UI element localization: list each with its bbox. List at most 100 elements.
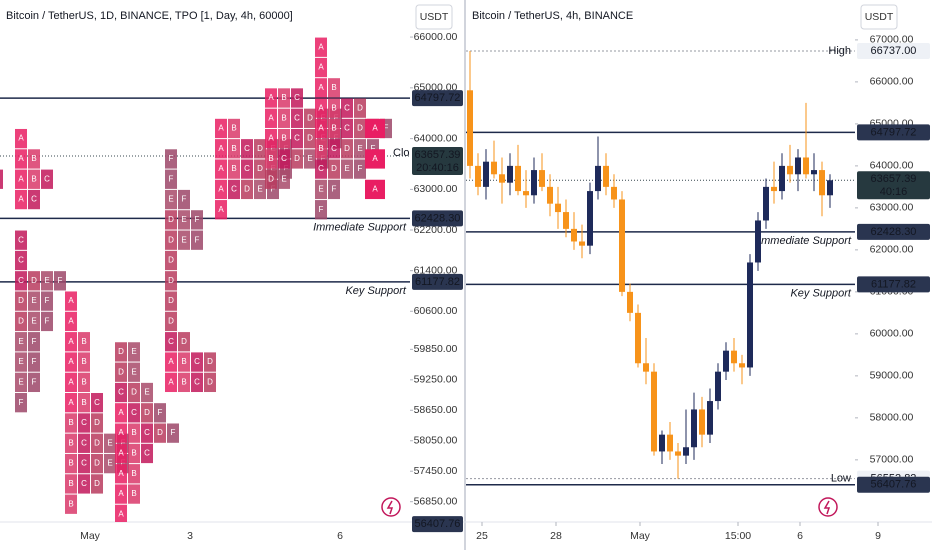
candle-body — [475, 165, 481, 187]
tpo-letter: D — [294, 154, 300, 163]
tpo-letter: E — [18, 337, 23, 346]
lightning-icon[interactable] — [818, 497, 838, 517]
tpo-letter: B — [131, 449, 136, 458]
tpo-cell — [115, 443, 127, 464]
tpo-letter: B — [331, 103, 336, 112]
tpo-cell — [65, 494, 77, 514]
candle-body — [571, 228, 577, 242]
chart-title: Bitcoin / TetherUS, 4h, BINANCE — [472, 10, 633, 22]
tpo-cell — [178, 372, 190, 393]
tpo-cell — [41, 311, 53, 332]
tpo-letter: A — [68, 317, 74, 326]
tpo-cell — [65, 433, 77, 453]
tpo-letter: A — [318, 124, 324, 133]
tpo-letter: A — [118, 449, 124, 458]
tpo-cell — [315, 98, 327, 118]
tpo-cell — [291, 108, 303, 128]
lightning-bolt — [823, 500, 831, 515]
tpo-cell — [91, 433, 103, 453]
x-tick-label: 15:00 — [725, 530, 751, 542]
tpo-letter: D — [331, 164, 337, 173]
tpo-letter: D — [31, 276, 37, 285]
y-tick-label: 61400.00 — [414, 264, 458, 276]
tpo-letter: A — [218, 124, 224, 133]
currency-label: USDT — [420, 11, 449, 23]
currency-button[interactable] — [860, 4, 898, 30]
tpo-letter: D — [307, 134, 313, 143]
tpo-letter: F — [169, 174, 174, 183]
level-note: Immediate Support — [313, 221, 407, 233]
tpo-cell — [178, 332, 190, 352]
tpo-letter: A — [68, 357, 74, 366]
tpo-cell — [165, 250, 177, 271]
tpo-letter: A — [68, 337, 74, 346]
tpo-cell — [15, 250, 27, 271]
tpo-letter: C — [318, 164, 324, 173]
tpo-cell — [328, 118, 340, 139]
tpo-letter: F — [334, 134, 339, 143]
currency-button[interactable] — [415, 4, 453, 30]
level-label-box — [412, 273, 463, 290]
tpo-letter: B — [81, 337, 86, 346]
tpo-cell — [91, 393, 103, 413]
tpo-cell — [341, 159, 353, 179]
tpo-letter: F — [195, 215, 200, 224]
tpo-cell — [115, 484, 127, 504]
tpo-letter: D — [18, 317, 24, 326]
tpo-cell — [15, 372, 27, 393]
lightning-icon[interactable] — [381, 497, 401, 517]
tpo-letter: F — [284, 164, 289, 173]
candle-body — [795, 157, 801, 175]
tpo-cell — [78, 372, 90, 393]
tpo-letter: F — [158, 408, 163, 417]
level-label-box — [857, 223, 930, 240]
tpo-letter: C — [81, 459, 87, 468]
tpo-letter: A — [318, 103, 324, 112]
axes: Bitcoin / TetherUS, 1D, BINANCE, TPO [1,… — [6, 4, 930, 542]
tpo-cell — [65, 413, 77, 433]
tpo-cell — [104, 453, 116, 474]
tpo-cell — [28, 291, 40, 311]
tpo-letter: C — [344, 103, 350, 112]
tpo-letter: D — [18, 296, 24, 305]
tpo-cell — [341, 139, 353, 159]
tpo-letter: D — [207, 377, 213, 386]
tpo-cell — [15, 311, 27, 332]
candle-body — [555, 203, 561, 213]
current-price-box — [857, 171, 930, 200]
tpo-cell — [254, 159, 266, 179]
level-label-box — [412, 210, 463, 227]
level-label-box — [412, 90, 463, 107]
tpo-letter: E — [181, 235, 186, 244]
candle-body — [579, 241, 585, 246]
countdown-label: 20:40:16 — [416, 162, 459, 174]
tpo-cell — [165, 169, 177, 189]
tpo-letter: C — [31, 195, 37, 204]
y-tick-label: 57000.00 — [870, 454, 914, 466]
y-tick-label: 58050.00 — [414, 435, 458, 447]
level-note: Immediate Support — [758, 235, 852, 247]
tpo-cell — [91, 453, 103, 474]
tpo-note: Close — [393, 147, 421, 159]
tpo-letter: C — [244, 164, 250, 173]
tpo-cell — [365, 149, 385, 169]
tpo-cell — [278, 88, 290, 108]
tpo-letter: E — [107, 459, 112, 468]
tpo-letter: A — [68, 296, 74, 305]
tpo-cell — [41, 271, 53, 291]
x-tick-label: May — [80, 530, 101, 542]
tpo-letter: B — [131, 469, 136, 478]
candle-body — [547, 186, 553, 204]
tpo-letter: A — [218, 185, 224, 194]
tpo-cell — [265, 128, 277, 149]
tpo-cell — [354, 118, 366, 139]
tpo-cell — [165, 332, 177, 352]
tpo-letter: C — [168, 337, 174, 346]
tpo-letter: C — [18, 276, 24, 285]
tpo-cell — [65, 393, 77, 413]
tpo-letter: C — [144, 428, 150, 437]
tpo-cell — [78, 474, 90, 494]
tpo-letter: A — [218, 205, 224, 214]
candle-plot: Immediate Support Key Support — [466, 50, 855, 486]
candle-body — [827, 180, 833, 196]
